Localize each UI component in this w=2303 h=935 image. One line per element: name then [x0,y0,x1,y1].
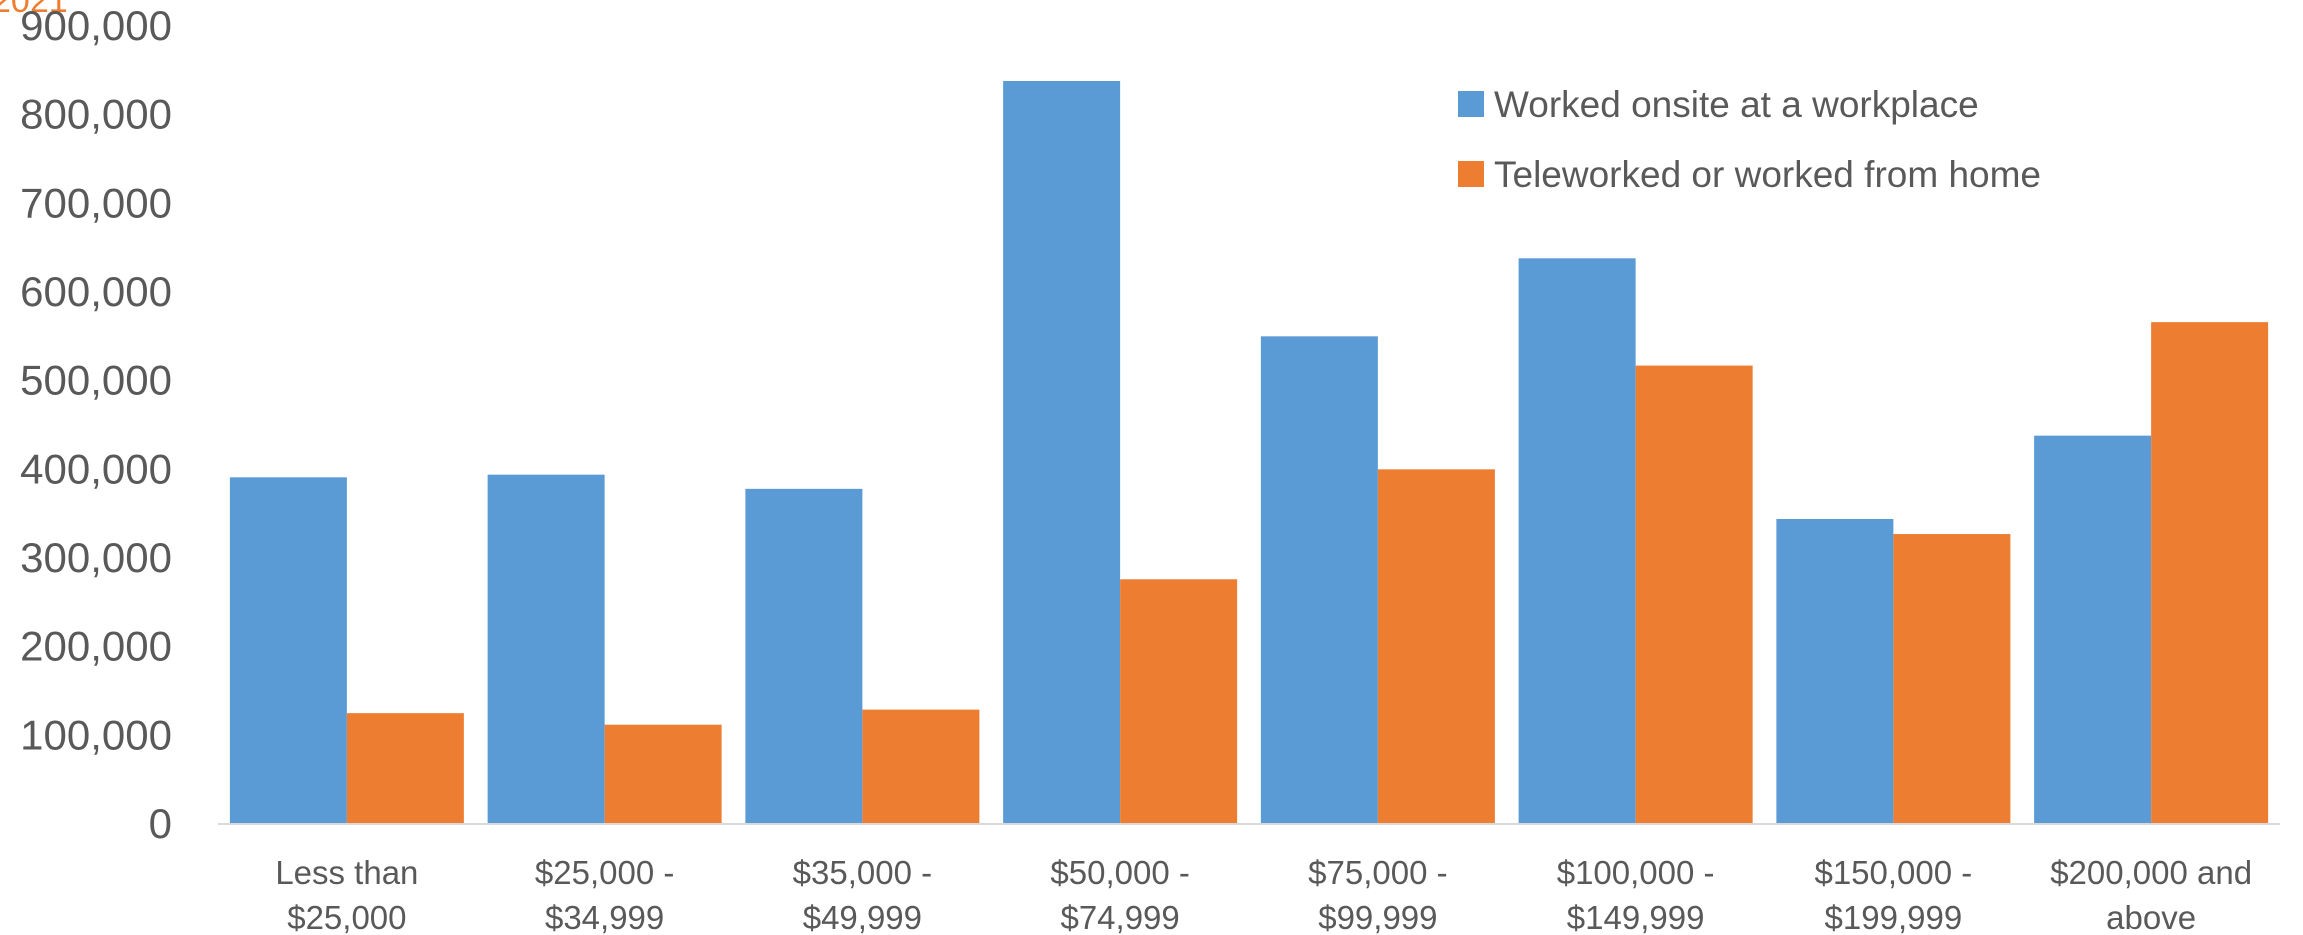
bar-telework [346,713,464,824]
x-tick-label: $149,999 [1567,899,1705,935]
chart-top-label: 2021 [0,0,68,20]
x-tick-label: $25,000 - [535,854,674,891]
y-tick-label: 800,000 [20,91,172,138]
y-tick-label: 700,000 [20,179,172,226]
bar-telework [1120,579,1238,824]
bar-onsite [1776,518,1894,824]
bar-onsite [229,477,347,824]
chart-legend: Worked onsite at a workplace Teleworked o… [1458,84,2041,195]
y-axis-ticks: 0 100,000 200,000 300,000 400,000 500,000 600,… [20,2,172,847]
bar-onsite [2034,435,2152,824]
x-tick-label: $25,000 [287,899,406,935]
y-tick-label: 300,000 [20,534,172,581]
bar-telework [1893,534,2011,824]
legend-label: Teleworked or worked from home [1494,154,2041,195]
y-tick-label: 400,000 [20,445,172,492]
x-tick-label: Less than [275,854,418,891]
bar-telework [2151,322,2269,824]
x-tick-label: above [2106,899,2196,935]
bar-telework [1377,469,1495,824]
x-tick-label: $75,000 - [1308,854,1447,891]
bar-telework [604,724,722,824]
bar-onsite [1518,258,1636,825]
x-tick-label: $50,000 - [1050,854,1189,891]
x-tick-label: $150,000 - [1814,854,1972,891]
x-tick-label: $49,999 [803,899,922,935]
legend-swatch [1458,161,1484,187]
x-tick-label: $200,000 and [2050,854,2252,891]
bar-onsite [745,488,863,824]
x-axis-ticks: Less than $25,000 $25,000 - $34,999 $35,000 … [275,854,2252,935]
legend-label: Worked onsite at a workplace [1494,84,1979,125]
y-tick-label: 200,000 [20,623,172,670]
x-tick-label: $100,000 - [1557,854,1715,891]
legend-swatch [1458,91,1484,117]
bar-onsite [1003,80,1121,825]
bar-series [229,80,2269,825]
x-tick-label: $74,999 [1060,899,1179,935]
bar-telework [862,709,980,824]
y-tick-label: 500,000 [20,357,172,404]
x-tick-label: $199,999 [1825,899,1963,935]
x-tick-label: $99,999 [1318,899,1437,935]
bar-onsite [1260,336,1378,824]
x-tick-label: $35,000 - [793,854,932,891]
y-tick-label: 0 [149,800,172,847]
y-tick-label: 100,000 [20,711,172,758]
bar-telework [1635,365,1753,824]
bar-onsite [487,474,605,824]
y-tick-label: 600,000 [20,268,172,315]
y-tick-label: 900,000 [20,2,172,49]
x-tick-label: $34,999 [545,899,664,935]
